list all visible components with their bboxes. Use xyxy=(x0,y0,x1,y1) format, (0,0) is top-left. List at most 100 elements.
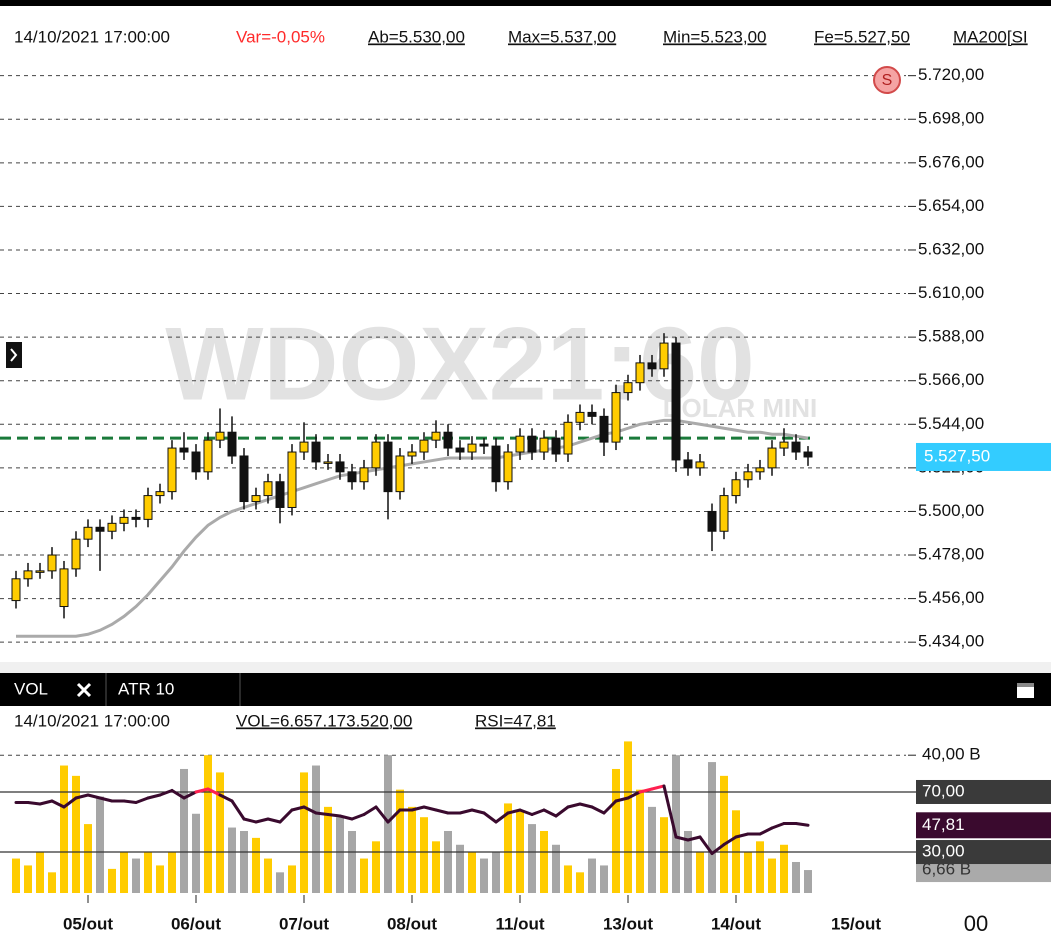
y-tick-label: 5.456,00 xyxy=(918,588,984,607)
rsi-segment xyxy=(626,790,642,800)
rsi-segment xyxy=(434,808,450,815)
header-var: Var=-0,05% xyxy=(236,27,325,46)
volume-bar xyxy=(240,830,248,893)
candle-body xyxy=(407,451,417,457)
candle-body xyxy=(635,362,645,384)
rsi-segment xyxy=(122,799,138,804)
signal-marker-label: S xyxy=(882,72,893,89)
header-open: Ab=5.530,00 xyxy=(368,27,465,46)
volume-bar xyxy=(420,817,428,893)
volume-bar xyxy=(684,830,692,893)
volume-bar xyxy=(792,861,800,893)
rsi-segment xyxy=(218,793,234,803)
y-tick-label: 5.588,00 xyxy=(918,327,984,346)
expand-button[interactable] xyxy=(6,342,22,368)
rsi-segment xyxy=(50,799,66,809)
tab-vol[interactable]: VOL xyxy=(14,679,48,698)
volume-bar xyxy=(108,868,116,893)
candle-body xyxy=(383,441,393,493)
volume-bar xyxy=(444,830,452,893)
indicator-tab-bar xyxy=(0,673,1051,706)
volume-bar xyxy=(648,806,656,893)
candle-body xyxy=(167,447,177,493)
candle-body xyxy=(359,467,369,483)
rsi-segment xyxy=(470,808,486,815)
candle-body xyxy=(311,441,321,463)
rsi-segment xyxy=(710,843,726,856)
volume-bar xyxy=(528,824,536,893)
candle-body xyxy=(419,439,429,453)
rsi-segment xyxy=(266,817,282,824)
candle-body xyxy=(731,479,741,497)
candle-body xyxy=(659,342,669,370)
header-max: Max=5.537,00 xyxy=(508,27,616,46)
candle-body xyxy=(275,481,285,508)
volume-bar xyxy=(540,830,548,893)
volume-bar xyxy=(480,858,488,893)
y-tick-label: 5.610,00 xyxy=(918,283,984,302)
candle-body xyxy=(503,451,513,483)
candle-body xyxy=(371,441,381,469)
x-tick-label: 06/out xyxy=(171,914,221,933)
rsi-segment xyxy=(290,805,306,812)
candle-body xyxy=(539,437,549,453)
volume-bar xyxy=(564,865,572,893)
rsi-segment xyxy=(602,799,618,815)
y-tick-label: 40,00 B xyxy=(922,745,981,764)
candle-body xyxy=(719,495,729,532)
rsi-segment xyxy=(674,835,690,842)
volume-bar xyxy=(192,813,200,893)
volume-bar xyxy=(264,858,272,893)
volume-bar xyxy=(408,806,416,893)
rsi-segment xyxy=(698,835,714,856)
candle-body xyxy=(791,441,801,453)
rsi-segment xyxy=(686,835,702,842)
candle-body xyxy=(491,445,501,483)
candle-body xyxy=(443,431,453,449)
candle-body xyxy=(767,447,777,469)
rsi-segment xyxy=(422,805,438,812)
volume-bar xyxy=(252,837,260,893)
volume-bar xyxy=(588,858,596,893)
candle-body xyxy=(59,568,69,608)
volume-bar xyxy=(432,841,440,893)
volume-bar xyxy=(144,851,152,893)
x-tick-label: 11/out xyxy=(495,914,544,933)
candle-body xyxy=(647,362,657,370)
y-tick-label: 5.720,00 xyxy=(918,65,984,84)
x-tick-label: 14/out xyxy=(711,914,761,933)
volume-bar xyxy=(96,796,104,893)
rsi-segment xyxy=(758,826,774,836)
volume-bar xyxy=(204,755,212,893)
rsi-segment xyxy=(506,808,522,815)
rsi-segment xyxy=(638,787,654,794)
candle-body xyxy=(251,495,261,503)
rsi-segment xyxy=(590,805,606,815)
candle-body xyxy=(23,570,33,580)
last-price-box xyxy=(916,442,1051,471)
volume-bar xyxy=(396,789,404,893)
rsi-segment xyxy=(98,796,114,803)
x-tick-label: 08/out xyxy=(387,914,437,933)
candle-body xyxy=(131,516,141,520)
candle-body xyxy=(623,382,633,394)
candle-body xyxy=(683,459,693,469)
volume-bar xyxy=(504,803,512,893)
volume-bar xyxy=(624,741,632,893)
rsi-segment xyxy=(206,787,222,797)
volume-bar xyxy=(72,775,80,893)
candle-body xyxy=(227,431,237,457)
rsi-segment xyxy=(74,793,90,800)
volume-bar xyxy=(696,851,704,893)
candle-body xyxy=(119,516,129,524)
tab-atr[interactable]: ATR 10 xyxy=(118,679,174,698)
rsi-segment xyxy=(662,784,678,839)
volume-bar xyxy=(12,858,20,893)
close-tab-icon[interactable] xyxy=(76,682,92,698)
rsi-segment xyxy=(242,817,258,824)
candle-body xyxy=(263,481,273,497)
rsi-segment xyxy=(530,808,546,816)
volume-bar xyxy=(672,755,680,893)
rsi-segment xyxy=(326,812,342,818)
volume-bar xyxy=(636,789,644,893)
